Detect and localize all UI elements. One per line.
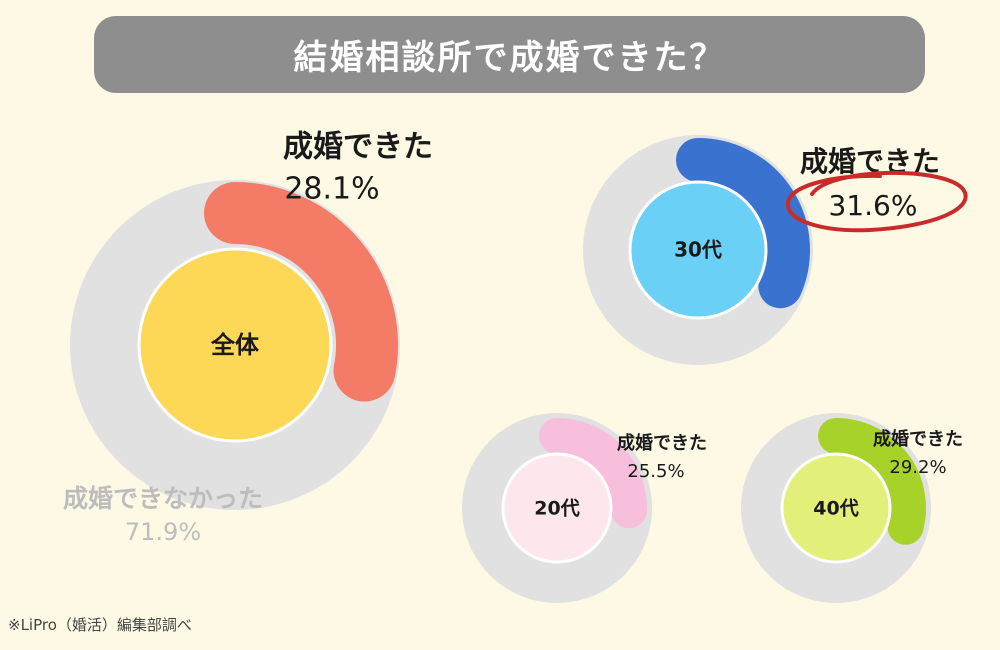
chart-2-center-disc	[628, 180, 768, 320]
chart-3-value-label: 25.5%	[627, 461, 684, 482]
chart-1-category-label: 成婚できた	[283, 130, 433, 165]
chart-1-value-label: 28.1%	[284, 172, 379, 207]
chart-4-center-disc	[780, 452, 892, 564]
chart-1-slice-1	[204, 182, 398, 402]
chart-3-slice-1	[539, 418, 647, 529]
chart-4-value-label: 29.2%	[889, 457, 946, 478]
chart-3-center-disc	[501, 452, 613, 564]
chart-1-rest-value-label: 71.9%	[125, 518, 201, 546]
chart-4-category-label: 成婚できた	[873, 428, 963, 450]
chart-4-slice-1	[818, 418, 926, 545]
chart-2-value-label: 31.6%	[829, 189, 918, 222]
chart-2-center-label: 30代	[674, 238, 722, 262]
chart-3-category-label: 成婚できた	[617, 432, 707, 454]
chart-1-center-label: 全体	[210, 331, 260, 359]
chart-1-center-disc	[137, 247, 333, 443]
chart-4-center-label: 40代	[813, 498, 858, 520]
chart-title: 結婚相談所で成婚できた？	[94, 16, 925, 93]
chart-2-highlight-circle	[785, 170, 968, 233]
chart-1-rest-category-label: 成婚できなかった	[63, 484, 263, 513]
chart-3-center-label: 20代	[534, 498, 579, 520]
source-footnote: ※LiPro（婚活）編集部調べ	[8, 616, 192, 634]
chart-2-slice-1	[676, 138, 810, 309]
